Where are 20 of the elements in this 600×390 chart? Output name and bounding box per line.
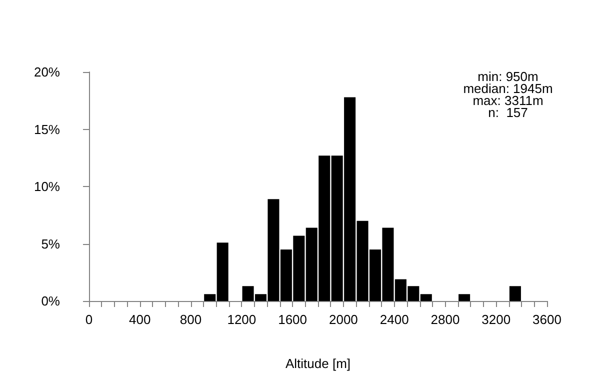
- x-tick-label: 1200: [227, 312, 256, 327]
- x-tick-label: 400: [129, 312, 151, 327]
- y-tick-label: 15%: [34, 122, 60, 137]
- x-tick-label: 3600: [532, 312, 562, 327]
- x-tick-label: 2400: [380, 312, 409, 327]
- y-tick-label: 5%: [41, 236, 60, 252]
- x-tick-label: 2000: [328, 312, 358, 327]
- annotation: median: 1945m: [463, 81, 553, 96]
- annotation: max: 3311m: [472, 93, 544, 108]
- x-tick-label: 3200: [482, 312, 511, 327]
- y-tick-label: 10%: [34, 179, 60, 194]
- x-tick-label: 0: [85, 312, 93, 327]
- x-tick-label: 800: [180, 312, 202, 327]
- x-tick-label: 2800: [430, 312, 460, 327]
- x-tick-label: 1600: [278, 312, 308, 327]
- y-tick-label: 0%: [41, 294, 60, 308]
- x-axis-title: Altitude [m]: [285, 356, 351, 371]
- annotation: n: 157: [488, 105, 528, 120]
- y-tick-label: 20%: [34, 64, 60, 80]
- annotation: min: 950m: [478, 69, 538, 84]
